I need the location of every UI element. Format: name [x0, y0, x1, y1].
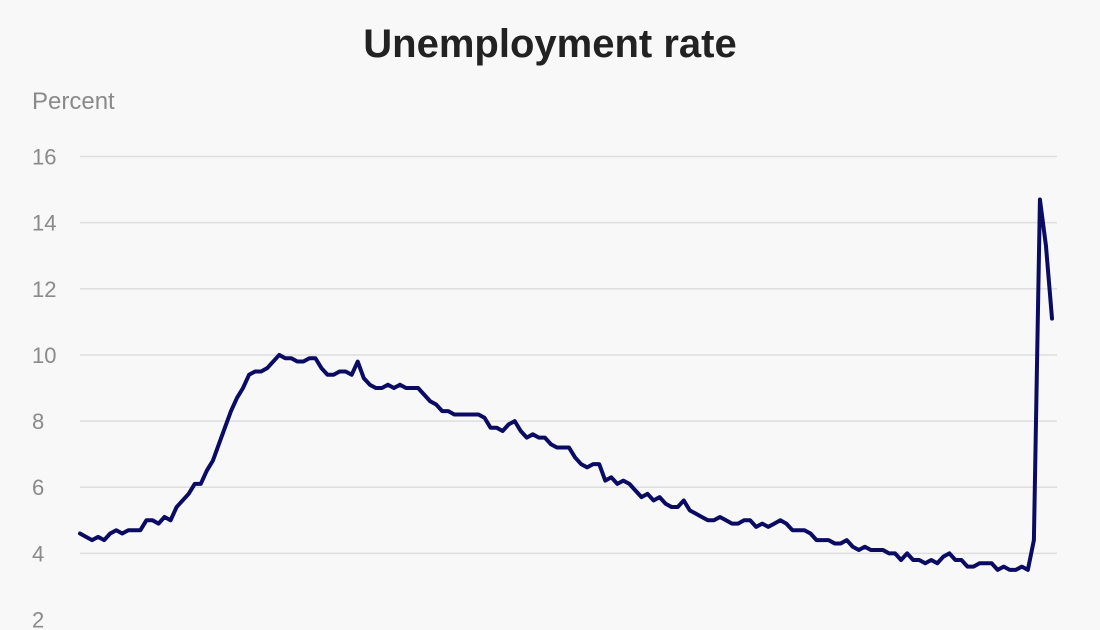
chart-title: Unemployment rate: [363, 22, 737, 66]
y-tick-label: 10: [32, 343, 56, 368]
y-axis-label: Percent: [32, 88, 115, 115]
y-tick-label: 14: [32, 211, 56, 236]
y-tick-label: 8: [32, 409, 44, 434]
y-tick-label: 16: [32, 145, 56, 170]
y-tick-label: 6: [32, 475, 44, 500]
y-tick-labels: 2 4 6 8 10 12 14 16: [32, 145, 56, 630]
series-group: [78, 197, 1054, 572]
y-tick-label: 2: [32, 608, 44, 630]
y-tick-label: 4: [32, 541, 44, 566]
unemployment-rate-line: [78, 197, 1054, 572]
gridlines: [80, 155, 1057, 555]
y-tick-label: 12: [32, 277, 56, 302]
